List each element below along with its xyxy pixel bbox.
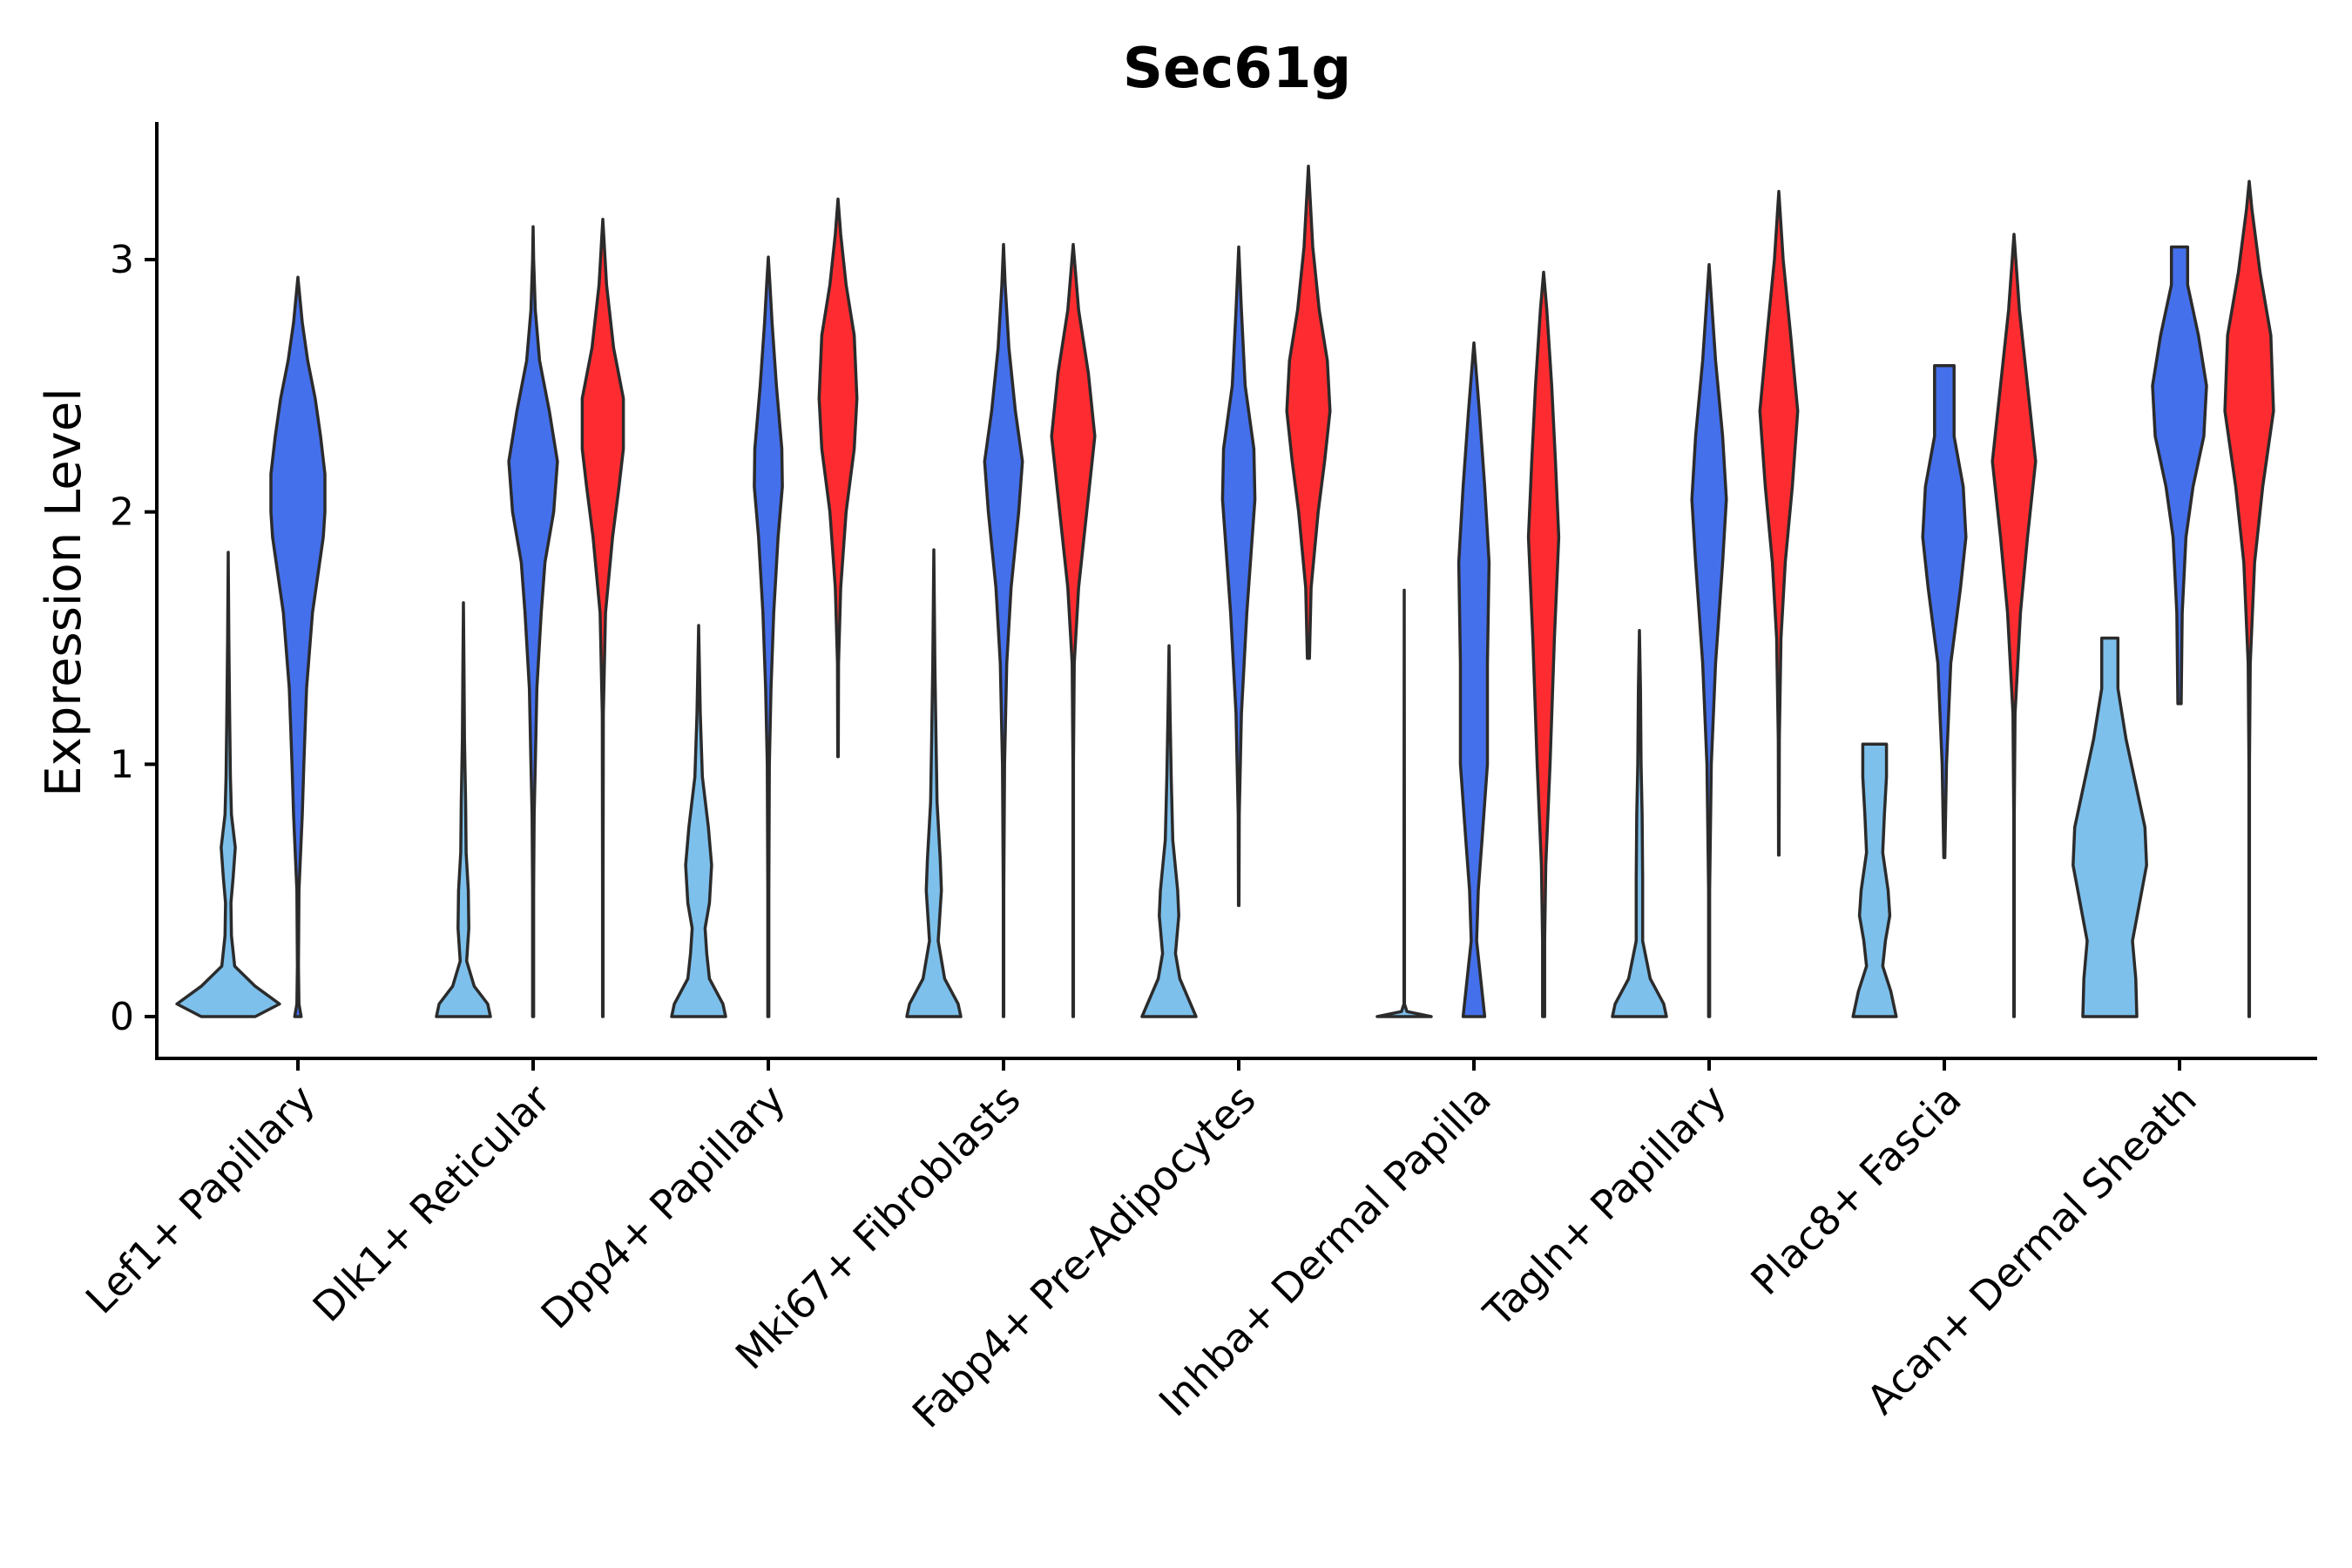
violin-1-group2 <box>507 225 559 1018</box>
violin-7-group2 <box>1921 363 1968 860</box>
violin-5-group2 <box>1456 341 1491 1018</box>
x-tick-label-0: Lef1+ Papillary <box>77 1076 324 1323</box>
y-tick-label-1: 1 <box>110 742 134 787</box>
violin-4-group2 <box>1220 245 1257 908</box>
violin-0-group2 <box>269 275 327 1018</box>
violin-2-group2 <box>753 255 784 1018</box>
violin-layer <box>175 165 2275 1018</box>
violin-6-group2 <box>1690 263 1728 1018</box>
violin-4-group1 <box>1140 644 1198 1018</box>
violin-5-group1 <box>1375 588 1433 1018</box>
violin-7-group3 <box>1990 233 2038 1018</box>
x-tick-label-2: Dpp4+ Papillary <box>532 1076 794 1338</box>
y-axis-label: Expression Level <box>36 388 92 797</box>
violin-5-group3 <box>1526 270 1561 1018</box>
violin-8-group3 <box>2223 179 2275 1018</box>
violin-6-group1 <box>1611 629 1668 1018</box>
violin-0-group1 <box>175 551 281 1018</box>
violin-4-group3 <box>1285 165 1332 660</box>
chart-title: Sec61g <box>1123 37 1351 101</box>
x-tick-label-1: Dlk1+ Reticular <box>304 1076 559 1331</box>
violin-3-group3 <box>1050 242 1097 1018</box>
y-tick-label-2: 2 <box>110 490 134 535</box>
violin-2-group3 <box>817 197 859 759</box>
x-tick-label-7: Plac8+ Fascia <box>1741 1076 1970 1304</box>
violin-6-group3 <box>1758 190 1800 857</box>
y-tick-label-0: 0 <box>110 995 134 1039</box>
x-tick-label-6: Tagln+ Papillary <box>1474 1076 1735 1337</box>
violin-3-group2 <box>983 242 1024 1018</box>
violin-1-group1 <box>435 601 492 1018</box>
violin-8-group1 <box>2072 636 2148 1018</box>
violin-3-group1 <box>905 548 963 1018</box>
violin-7-group1 <box>1851 742 1898 1018</box>
violin-2-group1 <box>670 624 727 1018</box>
y-tick-label-3: 3 <box>110 238 134 282</box>
violin-8-group2 <box>2151 245 2208 706</box>
violin-1-group3 <box>580 217 625 1018</box>
